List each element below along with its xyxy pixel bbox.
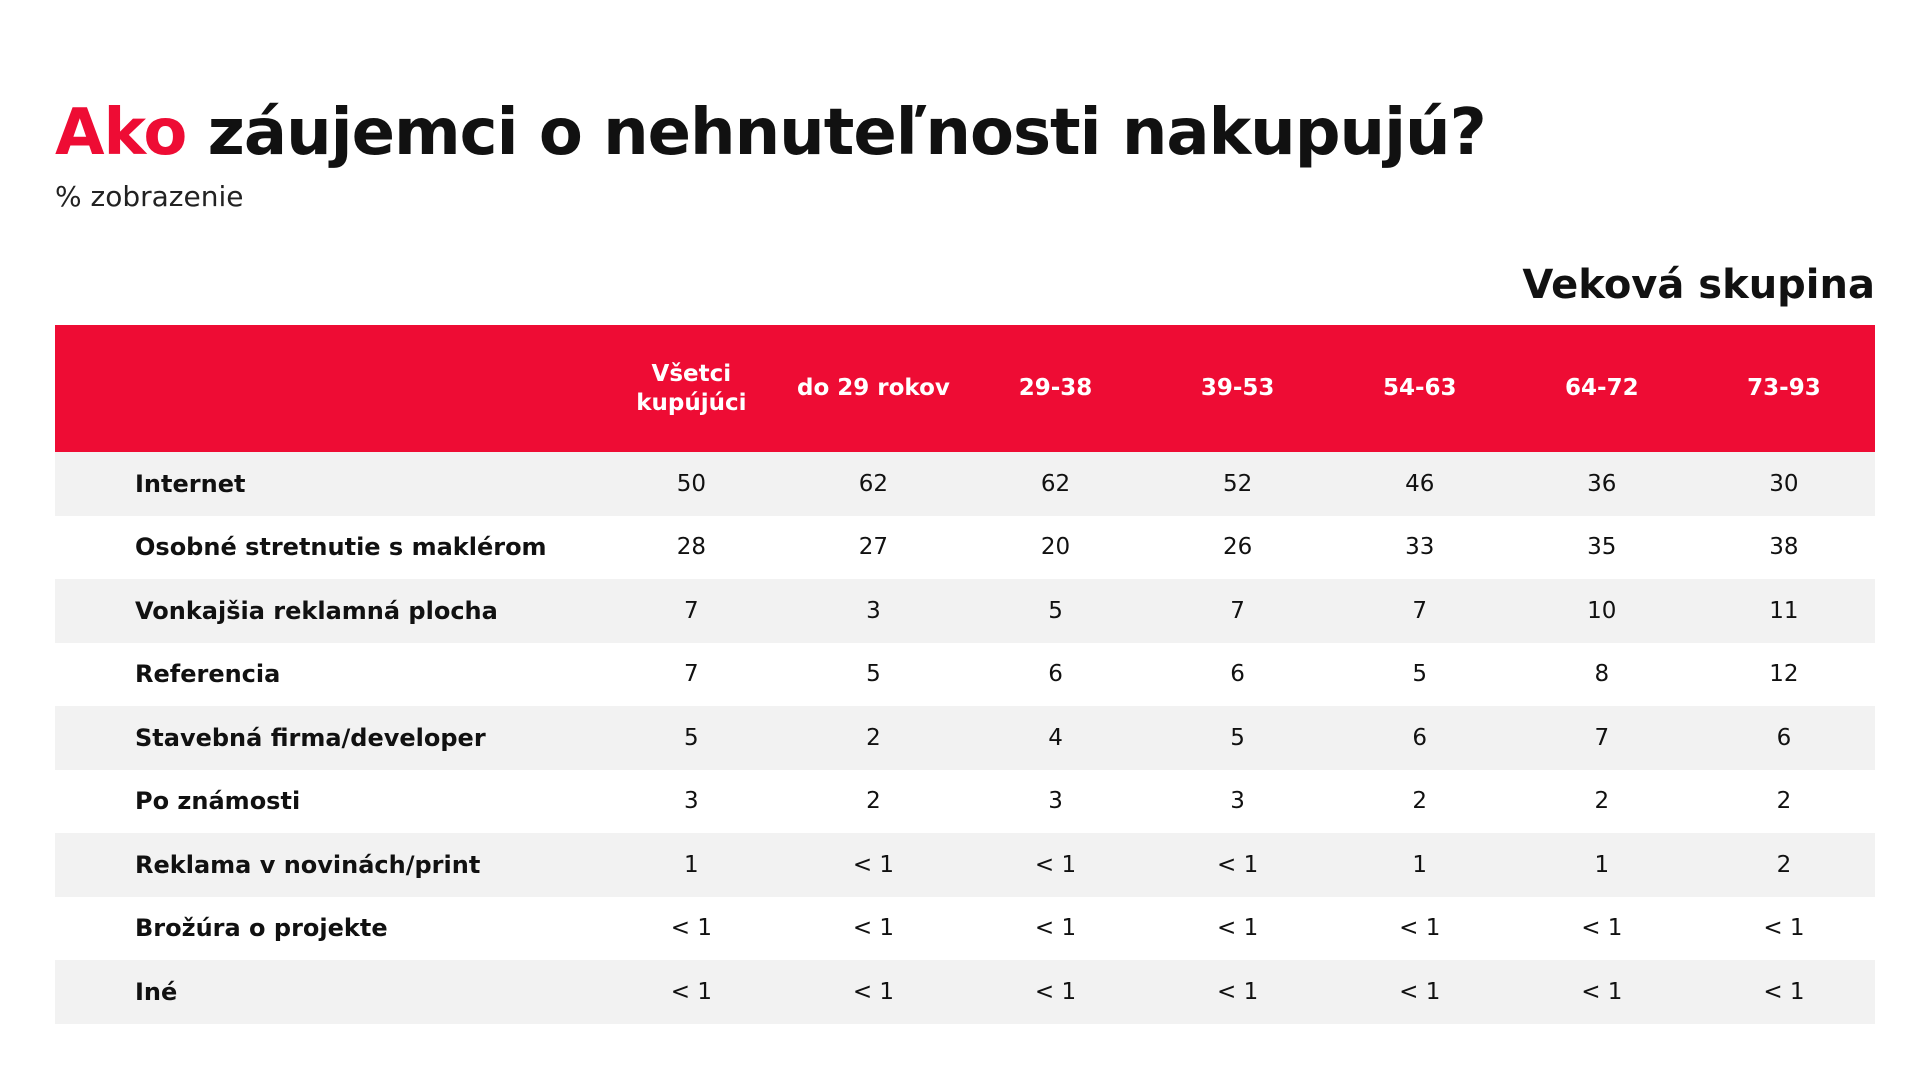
table-row: Reklama v novinách/print 1 < 1 < 1 < 1 1 1 2 [55, 833, 1875, 897]
table-cell: 11 [1769, 597, 1799, 624]
row-label: Referencia [135, 660, 281, 689]
row-label: Po známosti [135, 787, 301, 816]
table-row: Stavebná firma/developer 5 2 4 5 6 7 6 [55, 706, 1875, 770]
page-title: Ako záujemci o nehnuteľnosti nakupujú? [55, 96, 1487, 170]
table-cell: < 1 [1581, 978, 1623, 1005]
table-cell: 4 [1048, 724, 1063, 751]
table-cell: 8 [1594, 661, 1610, 688]
table-cell: 3 [1048, 788, 1063, 815]
table-cell: 6 [1412, 724, 1428, 751]
table-cell: < 1 [1399, 978, 1441, 1005]
row-label: Stavebná firma/developer [135, 723, 486, 752]
table-cell: < 1 [852, 851, 895, 878]
table-cell: < 1 [1581, 915, 1623, 942]
table-cell: 2 [1412, 788, 1428, 815]
table-cell: 7 [1412, 597, 1428, 624]
table-cell: 38 [1769, 534, 1799, 561]
table-cell: 12 [1769, 661, 1799, 688]
table-cell: 46 [1405, 470, 1435, 497]
table-cell: 3 [684, 788, 699, 815]
table-cell: 1 [684, 851, 699, 878]
row-label: Osobné stretnutie s maklérom [135, 533, 547, 562]
table-cell: < 1 [852, 915, 895, 942]
table-cell: < 1 [1763, 915, 1805, 942]
table-cell: 6 [1048, 661, 1063, 688]
table-cell: 5 [1048, 597, 1063, 624]
table-row: Internet 50 62 62 52 46 36 30 [55, 452, 1875, 516]
table-cell: 2 [1776, 851, 1792, 878]
table-row: Referencia 7 5 6 6 5 8 12 [55, 642, 1875, 706]
table-cell: 2 [1594, 788, 1610, 815]
table-cell: 26 [1222, 534, 1253, 561]
table-cell: 5 [684, 724, 699, 751]
table-cell: 62 [858, 470, 889, 497]
table-cell: 7 [1594, 724, 1610, 751]
column-header: do 29 rokov [796, 375, 950, 402]
table-cell: 36 [1587, 470, 1617, 497]
row-label: Vonkajšia reklamná plocha [135, 596, 498, 625]
table-row: Vonkajšia reklamná plocha 7 3 5 7 7 10 11 [55, 579, 1875, 643]
page-title-rest: záujemci o nehnuteľnosti nakupujú? [186, 96, 1487, 170]
table-cell: 5 [1412, 661, 1428, 688]
table-cell: 62 [1040, 470, 1071, 497]
row-label: Reklama v novinách/print [135, 850, 481, 879]
table-cell: 20 [1040, 534, 1071, 561]
table-cell: 2 [866, 724, 881, 751]
table-cell: 5 [866, 661, 881, 688]
table-cell: < 1 [852, 978, 895, 1005]
column-header: 64-72 [1565, 375, 1639, 402]
table-cell: 3 [1230, 788, 1245, 815]
table-cell: < 1 [1217, 851, 1259, 878]
table-cell: 27 [858, 534, 889, 561]
column-header: Všetci kupújúci [636, 360, 747, 416]
page-title-accent: Ako [55, 96, 187, 170]
table-row: Iné < 1 < 1 < 1 < 1 < 1 < 1 < 1 [55, 960, 1875, 1024]
table-row: Brožúra o projekte < 1 < 1 < 1 < 1 < 1 < 1 < 1 [55, 896, 1875, 960]
table-cell: 3 [866, 597, 881, 624]
column-header: 29-38 [1018, 375, 1093, 402]
table-cell: 2 [866, 788, 881, 815]
table-cell: 6 [1776, 724, 1792, 751]
table-cell: 10 [1587, 597, 1617, 624]
table-cell: 50 [676, 470, 706, 497]
row-label: Brožúra o projekte [135, 914, 388, 943]
table-cell: 1 [1412, 851, 1428, 878]
table-cell: < 1 [670, 978, 712, 1005]
table-row: Osobné stretnutie s maklérom 28 27 20 26 33 35… [55, 515, 1875, 579]
table-cell: < 1 [670, 915, 712, 942]
table-cell: < 1 [1034, 978, 1077, 1005]
table-cell: 5 [1230, 724, 1245, 751]
table-cell: < 1 [1034, 851, 1077, 878]
table-cell: 52 [1222, 470, 1253, 497]
table-cell: < 1 [1763, 978, 1805, 1005]
column-header: 54-63 [1382, 375, 1457, 402]
column-group-label: Veková skupina [1522, 262, 1875, 308]
data-table-container: Všetci kupújúci do 29 rokov 29-38 39-53 … [55, 325, 1875, 1024]
table-cell: < 1 [1217, 915, 1259, 942]
column-header: 73-93 [1747, 375, 1821, 402]
table-cell: 28 [676, 534, 706, 561]
table-header: Všetci kupújúci do 29 rokov 29-38 39-53 … [55, 325, 1875, 452]
row-label: Internet [135, 469, 246, 498]
table-cell: 30 [1769, 470, 1799, 497]
data-table: Všetci kupújúci do 29 rokov 29-38 39-53 … [55, 325, 1875, 1024]
table-cell: 2 [1776, 788, 1792, 815]
table-cell: < 1 [1399, 915, 1441, 942]
column-header: 39-53 [1200, 375, 1275, 402]
table-cell: 35 [1587, 534, 1617, 561]
table-cell: 7 [684, 597, 699, 624]
table-cell: 1 [1594, 851, 1610, 878]
header-corner [55, 325, 600, 452]
table-row: Po známosti 3 2 3 3 2 2 2 [55, 769, 1875, 833]
table-cell: 7 [684, 661, 699, 688]
table-cell: < 1 [1217, 978, 1259, 1005]
table-cell: < 1 [1034, 915, 1077, 942]
page-subtitle: % zobrazenie [55, 180, 244, 213]
table-cell: 33 [1405, 534, 1435, 561]
row-label: Iné [135, 977, 178, 1006]
table-body: Internet 50 62 62 52 46 36 30 Osobné stretnutie … [55, 452, 1875, 1024]
table-cell: 7 [1230, 597, 1245, 624]
table-cell: 6 [1230, 661, 1245, 688]
table-header-row: Všetci kupújúci do 29 rokov 29-38 39-53 … [55, 325, 1875, 452]
